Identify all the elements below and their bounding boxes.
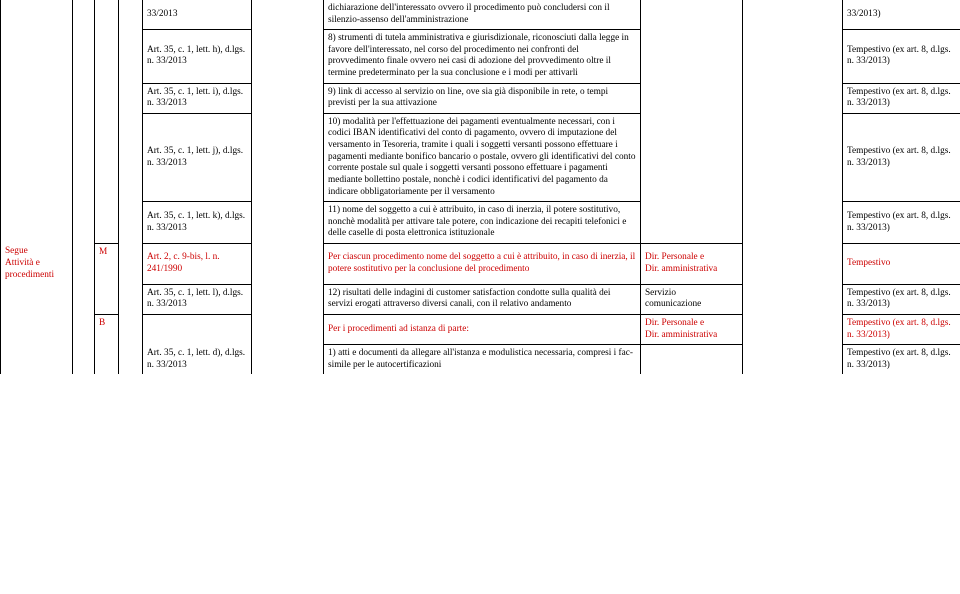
col-blank-c xyxy=(252,30,324,83)
col-blank-b xyxy=(119,202,143,244)
col-blank-a xyxy=(73,30,95,83)
cell-resp: Dir. Personale e Dir. amministrativa xyxy=(641,315,743,345)
cell-ref: Art. 35, c. 1, lett. l), d.lgs. n. 33/20… xyxy=(143,284,252,314)
cell-desc: 1) atti e documenti da allegare all'ista… xyxy=(324,345,641,375)
col-blank-a xyxy=(73,345,95,375)
col-section xyxy=(1,83,73,113)
procedures-table: 33/2013 dichiarazione dell'interessato o… xyxy=(0,0,960,374)
col-section xyxy=(1,202,73,244)
col-section xyxy=(1,0,73,30)
col-blank-c xyxy=(252,113,324,201)
col-blank-a xyxy=(73,202,95,244)
col-blank-d xyxy=(743,202,843,244)
section-label: Segue Attività e procedimenti xyxy=(1,243,73,284)
col-blank-b xyxy=(119,284,143,314)
col-blank-a xyxy=(73,83,95,113)
cell-desc: 12) risultati delle indagini di customer… xyxy=(324,284,641,314)
cell-timing: Tempestivo (ex art. 8, d.lgs. n. 33/2013… xyxy=(843,315,960,345)
cell-timing: 33/2013) xyxy=(843,0,960,30)
col-resp xyxy=(641,113,743,201)
col-blank-c xyxy=(252,0,324,30)
col-section xyxy=(1,113,73,201)
col-section xyxy=(1,30,73,83)
col-blank-a xyxy=(73,284,95,314)
mark-cell: B xyxy=(95,315,119,375)
col-blank-d xyxy=(743,113,843,201)
col-mark xyxy=(95,30,119,83)
cell-timing: Tempestivo (ex art. 8, d.lgs. n. 33/2013… xyxy=(843,113,960,201)
col-mark xyxy=(95,202,119,244)
cell-ref: Art. 35, c. 1, lett. d), d.lgs. n. 33/20… xyxy=(143,315,252,375)
col-blank-a xyxy=(73,113,95,201)
col-blank-c xyxy=(252,83,324,113)
col-blank-b xyxy=(119,30,143,83)
col-blank-b xyxy=(119,243,143,284)
cell-ref: Art. 35, c. 1, lett. i), d.lgs. n. 33/20… xyxy=(143,83,252,113)
cell-timing: Tempestivo (ex art. 8, d.lgs. n. 33/2013… xyxy=(843,202,960,244)
col-mark xyxy=(95,83,119,113)
cell-desc: 9) link di accesso al servizio on line, … xyxy=(324,83,641,113)
cell-desc: dichiarazione dell'interessato ovvero il… xyxy=(324,0,641,30)
col-mark xyxy=(95,113,119,201)
cell-desc: Per i procedimenti ad istanza di parte: xyxy=(324,315,641,345)
col-blank-c xyxy=(252,202,324,244)
mark-cell: M xyxy=(95,243,119,314)
col-resp xyxy=(641,83,743,113)
col-blank-d xyxy=(743,345,843,375)
cell-desc: 8) strumenti di tutela amministrativa e … xyxy=(324,30,641,83)
cell-desc: 11) nome del soggetto a cui è attribuito… xyxy=(324,202,641,244)
col-blank-a xyxy=(73,243,95,284)
col-blank-d xyxy=(743,83,843,113)
col-blank-b xyxy=(119,345,143,375)
cell-timing: Tempestivo (ex art. 8, d.lgs. n. 33/2013… xyxy=(843,345,960,375)
col-blank-d xyxy=(743,30,843,83)
col-mark xyxy=(95,0,119,30)
col-blank-a xyxy=(73,315,95,345)
col-section xyxy=(1,315,73,345)
cell-timing: Tempestivo (ex art. 8, d.lgs. n. 33/2013… xyxy=(843,284,960,314)
col-blank-b xyxy=(119,0,143,30)
col-section xyxy=(1,284,73,314)
col-blank-d xyxy=(743,243,843,284)
col-resp xyxy=(641,30,743,83)
col-blank-a xyxy=(73,0,95,30)
col-blank-b xyxy=(119,113,143,201)
cell-timing: Tempestivo (ex art. 8, d.lgs. n. 33/2013… xyxy=(843,30,960,83)
col-blank-c xyxy=(252,345,324,375)
col-blank-b xyxy=(119,315,143,345)
col-blank-d xyxy=(743,284,843,314)
cell-timing: Tempestivo (ex art. 8, d.lgs. n. 33/2013… xyxy=(843,83,960,113)
col-blank-c xyxy=(252,315,324,345)
cell-ref: Art. 35, c. 1, lett. k), d.lgs. n. 33/20… xyxy=(143,202,252,244)
col-blank-d xyxy=(743,0,843,30)
cell-desc: Per ciascun procedimento nome del sogget… xyxy=(324,243,641,284)
col-resp xyxy=(641,345,743,375)
cell-resp: Servizio comunicazione xyxy=(641,284,743,314)
col-resp xyxy=(641,0,743,30)
cell-ref: 33/2013 xyxy=(143,0,252,30)
col-blank-c xyxy=(252,284,324,314)
cell-timing: Tempestivo xyxy=(843,243,960,284)
cell-resp: Dir. Personale e Dir. amministrativa xyxy=(641,243,743,284)
col-section xyxy=(1,345,73,375)
col-blank-b xyxy=(119,83,143,113)
cell-ref: Art. 2, c. 9-bis, l. n. 241/1990 xyxy=(143,243,252,284)
cell-ref: Art. 35, c. 1, lett. j), d.lgs. n. 33/20… xyxy=(143,113,252,201)
col-blank-d xyxy=(743,315,843,345)
col-resp xyxy=(641,202,743,244)
cell-desc: 10) modalità per l'effettuazione dei pag… xyxy=(324,113,641,201)
col-blank-c xyxy=(252,243,324,284)
cell-ref: Art. 35, c. 1, lett. h), d.lgs. n. 33/20… xyxy=(143,30,252,83)
